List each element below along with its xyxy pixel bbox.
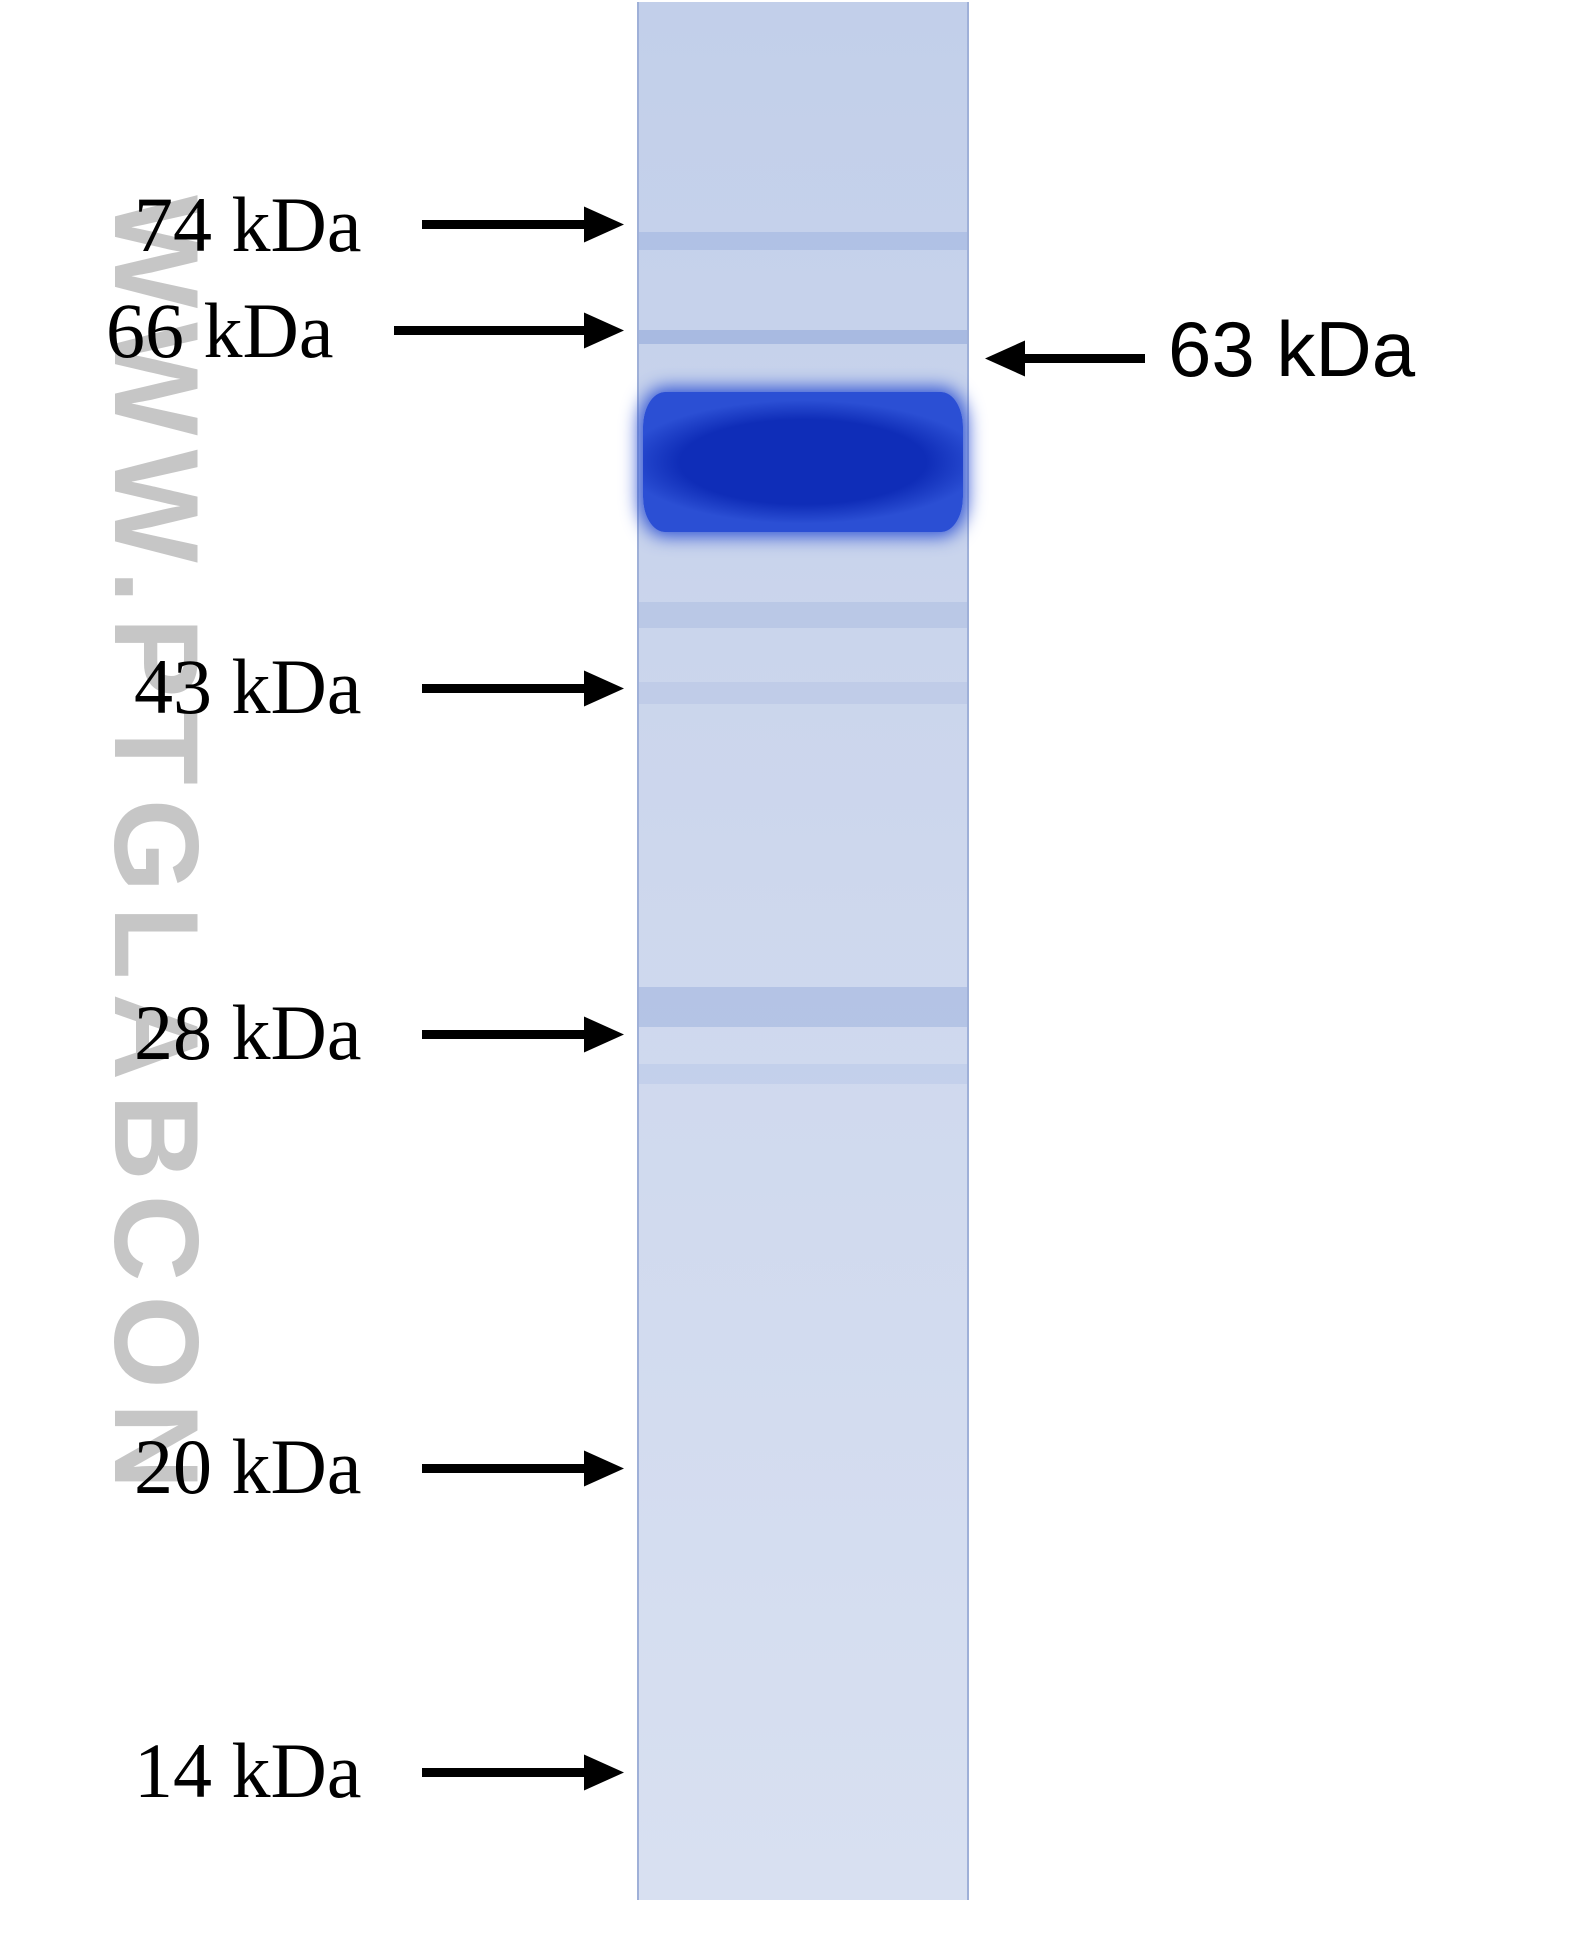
faint-band-2 [639, 602, 967, 628]
ladder-label-3: 28 kDa [134, 994, 361, 1072]
ladder-label-5: 14 kDa [134, 1732, 361, 1810]
faint-band-3 [639, 682, 967, 704]
gel-figure: WWW.PTGLABCON74 kDa66 kDa43 kDa28 kDa20 … [0, 0, 1585, 1949]
ladder-label-4: 20 kDa [134, 1428, 361, 1506]
ladder-label-0: 74 kDa [134, 186, 361, 264]
target-arrow [985, 334, 1145, 383]
faint-band-4 [639, 987, 967, 1027]
target-label: 63 kDa [1168, 310, 1415, 388]
ladder-arrow-4 [422, 1444, 624, 1493]
ladder-arrow-5 [422, 1748, 624, 1797]
gel-lane [637, 2, 969, 1900]
faint-band-5 [639, 1064, 967, 1084]
faint-band-0 [639, 232, 967, 250]
ladder-arrow-0 [422, 200, 624, 249]
ladder-arrow-3 [422, 1010, 624, 1059]
faint-band-1 [639, 330, 967, 344]
ladder-arrow-2 [422, 664, 624, 713]
ladder-label-1: 66 kDa [106, 292, 333, 370]
target-band [643, 392, 963, 532]
ladder-arrow-1 [394, 306, 624, 355]
ladder-label-2: 43 kDa [134, 648, 361, 726]
